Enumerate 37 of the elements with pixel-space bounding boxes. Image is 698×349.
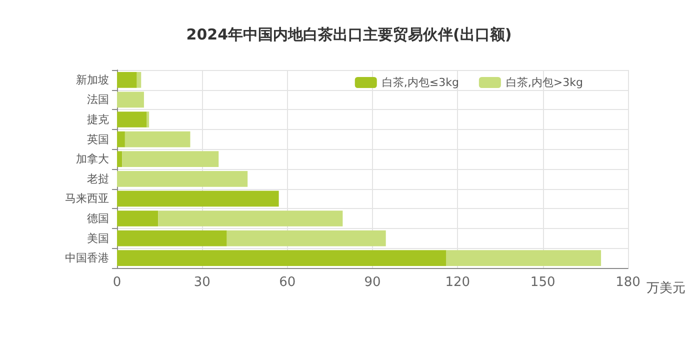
x-tick-label: 180 <box>616 275 640 290</box>
y-tick-label: 马来西亚 <box>65 192 109 206</box>
bar <box>446 250 602 266</box>
bar <box>158 210 343 226</box>
x-tick-label: 150 <box>530 275 556 290</box>
bar <box>117 151 122 168</box>
chart-title: 2024年中国内地白茶出口主要贸易伙伴(出口额) <box>186 26 512 44</box>
bar <box>117 250 446 266</box>
x-tick-label: 120 <box>445 275 470 290</box>
legend-label: 白茶,内包>3kg <box>506 76 584 89</box>
x-tick-label: 90 <box>364 275 381 290</box>
bar <box>117 210 158 226</box>
bar <box>117 170 248 187</box>
y-tick-label: 德国 <box>87 212 109 225</box>
y-tick-label: 美国 <box>87 232 109 245</box>
y-tick-label: 捷克 <box>87 113 109 126</box>
legend-label: 白茶,内包≤3kg <box>382 76 459 89</box>
bar <box>117 92 144 108</box>
bar <box>117 230 227 246</box>
bar <box>226 230 386 246</box>
y-tick-label: 新加坡 <box>76 73 109 86</box>
x-tick-label: 0 <box>112 275 122 290</box>
x-tick-label: 30 <box>194 275 210 290</box>
bar <box>124 131 190 148</box>
bar <box>117 190 279 207</box>
bar <box>117 131 125 148</box>
y-tick-label: 英国 <box>87 132 109 146</box>
y-tick-label: 中国香港 <box>65 252 109 265</box>
x-axis-title: 万美元 <box>646 280 686 296</box>
y-tick-label: 加拿大 <box>76 152 109 166</box>
x-tick-label: 60 <box>279 275 296 290</box>
bar <box>117 72 137 88</box>
bar <box>122 151 219 168</box>
y-tick-label: 法国 <box>87 93 109 106</box>
y-tick-label: 老挝 <box>87 172 109 186</box>
bar <box>136 72 142 88</box>
bar <box>117 112 147 128</box>
